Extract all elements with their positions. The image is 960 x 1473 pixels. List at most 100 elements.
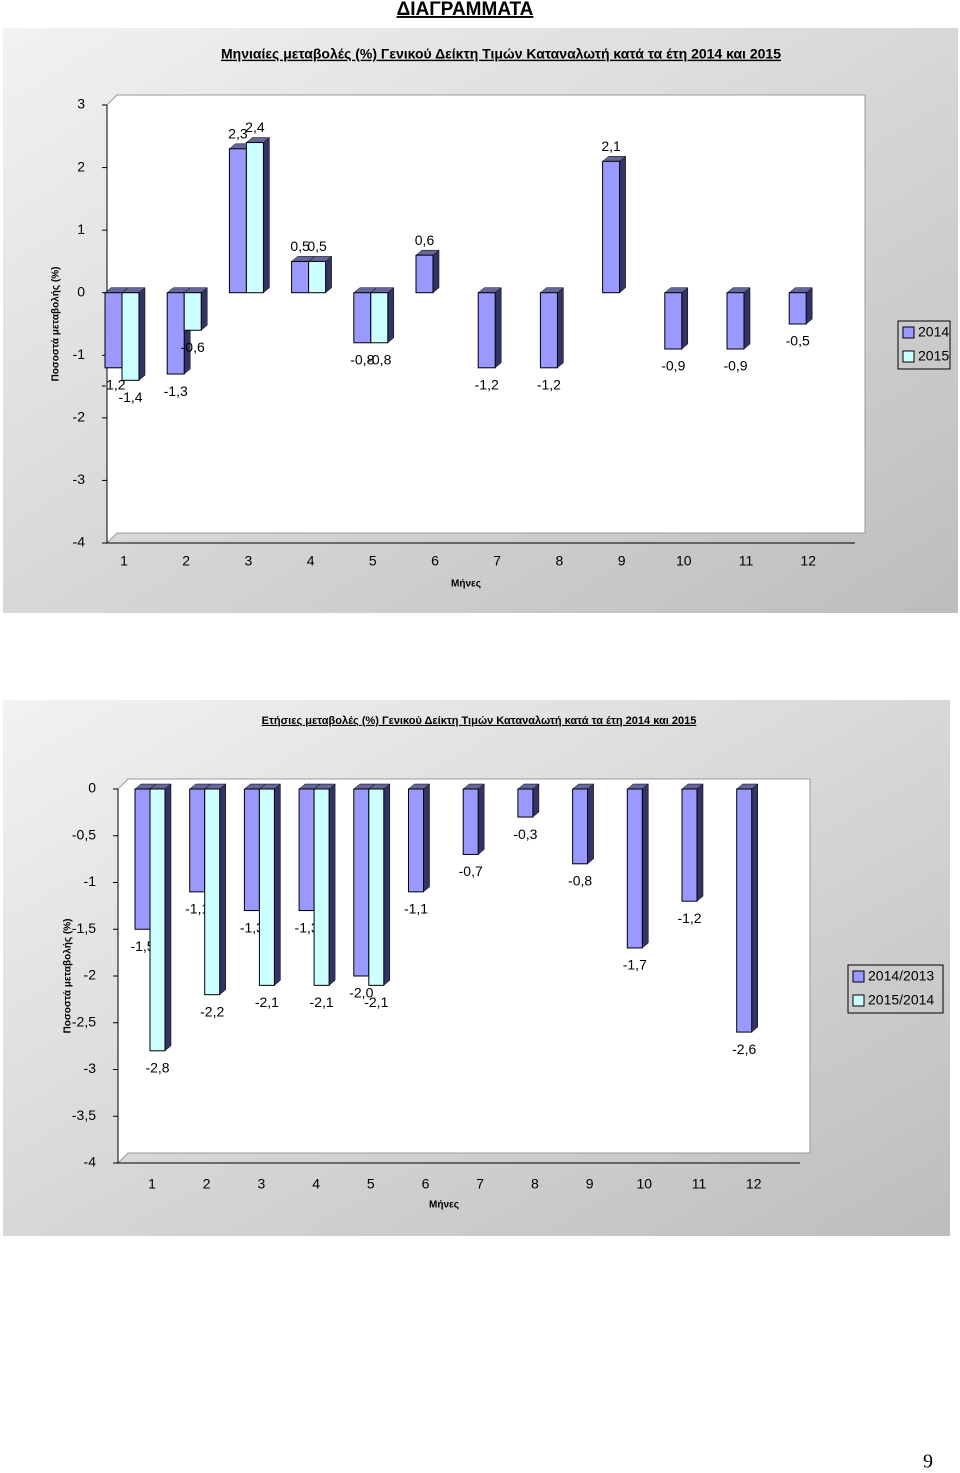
bar-side xyxy=(587,783,594,865)
y-tick-label: -1 xyxy=(73,346,86,362)
data-label: -0,9 xyxy=(723,358,747,374)
data-label: -2,8 xyxy=(145,1060,169,1076)
bar xyxy=(121,292,140,381)
data-label: 2,4 xyxy=(245,119,265,135)
x-tick-label: 5 xyxy=(369,553,377,569)
data-label: -0,8 xyxy=(350,351,374,367)
x-tick-label: 9 xyxy=(586,1176,594,1192)
bar-side xyxy=(274,783,281,986)
bar-side xyxy=(494,287,502,369)
bar-side xyxy=(743,287,751,350)
data-label: -1,4 xyxy=(118,389,142,405)
legend-label: 2015 xyxy=(918,348,949,364)
bar-side xyxy=(200,287,208,331)
y-tick-label: -2,5 xyxy=(72,1013,96,1029)
data-label: -2,1 xyxy=(310,994,334,1010)
bar-side xyxy=(423,783,430,893)
bar xyxy=(353,292,372,344)
x-axis-title: Μήνες xyxy=(429,1200,459,1211)
bar xyxy=(415,254,434,294)
chart-title: Ετήσιες μεταβολές (%) Γενικού Δείκτη Τιμ… xyxy=(262,715,697,727)
bar-side xyxy=(219,783,226,996)
legend-swatch xyxy=(852,970,865,983)
bar xyxy=(517,788,534,818)
bar-side xyxy=(383,783,391,986)
x-tick-label: 1 xyxy=(120,553,128,569)
bar-side xyxy=(751,783,758,1033)
x-tick-label: 12 xyxy=(800,553,816,569)
x-tick-label: 4 xyxy=(307,553,315,569)
bar xyxy=(313,788,330,986)
data-label: 0,5 xyxy=(307,238,327,254)
bar xyxy=(572,788,589,865)
data-label: -0,9 xyxy=(661,358,685,374)
bar xyxy=(149,788,166,1052)
bar xyxy=(183,292,202,331)
y-axis-title: Ποσοστά μεταβολής (%) xyxy=(63,919,74,1034)
x-tick-label: 6 xyxy=(422,1176,430,1192)
y-tick-label: -2 xyxy=(73,409,86,425)
bar xyxy=(626,788,643,949)
data-label: -2,6 xyxy=(732,1041,756,1057)
bar-side xyxy=(642,783,649,949)
bar-side xyxy=(532,783,540,818)
bar xyxy=(245,142,264,294)
x-tick-label: 10 xyxy=(637,1176,653,1192)
y-tick-label: -0,5 xyxy=(72,826,96,842)
y-axis-title: Ποσοστά μεταβολής (%) xyxy=(51,267,62,382)
x-tick-label: 11 xyxy=(692,1176,707,1192)
x-tick-label: 7 xyxy=(476,1176,484,1192)
y-tick-label: 1 xyxy=(77,221,85,237)
bar xyxy=(298,788,315,912)
data-label: -2,2 xyxy=(200,1003,224,1019)
bar xyxy=(104,292,123,369)
bar-side xyxy=(805,287,813,325)
data-label: -2,1 xyxy=(364,994,388,1010)
x-tick-label: 7 xyxy=(493,553,501,569)
bar xyxy=(726,292,745,350)
chart-title: Μηνιαίες μεταβολές (%) Γενικού Δείκτη Τι… xyxy=(221,46,781,62)
bar-side xyxy=(432,249,440,294)
data-label: -2,1 xyxy=(255,994,279,1010)
bar-side xyxy=(164,783,172,1052)
x-tick-label: 5 xyxy=(367,1176,375,1192)
x-tick-label: 3 xyxy=(245,553,253,569)
bar xyxy=(291,260,310,294)
data-label: 0,5 xyxy=(290,238,310,254)
x-tick-label: 8 xyxy=(531,1176,539,1192)
x-tick-label: 1 xyxy=(148,1176,156,1192)
data-label: -0,3 xyxy=(513,826,537,842)
legend-swatch xyxy=(902,326,915,339)
data-label: -1,1 xyxy=(185,901,209,917)
data-label: -1,3 xyxy=(240,919,264,935)
y-tick-label: -1,5 xyxy=(72,920,96,936)
legend-label: 2014/2013 xyxy=(868,968,934,984)
data-label: -1,2 xyxy=(101,377,125,393)
data-label: -1,2 xyxy=(537,377,561,393)
data-label: -0,7 xyxy=(459,863,483,879)
y-tick-label: -1 xyxy=(84,873,97,889)
data-label: -1,2 xyxy=(475,377,499,393)
page-number: 9 xyxy=(923,1451,933,1473)
bar xyxy=(370,292,389,344)
data-label: -0,8 xyxy=(568,873,592,889)
bar-side xyxy=(681,287,689,350)
data-label: -1,5 xyxy=(130,938,154,954)
y-tick-label: 0 xyxy=(88,780,96,796)
bar-side xyxy=(619,155,626,294)
data-label: -0,6 xyxy=(181,339,205,355)
bar xyxy=(228,148,247,294)
bar xyxy=(353,788,370,977)
data-label: -1,7 xyxy=(623,957,647,973)
bar-side xyxy=(696,783,704,902)
legend-label: 2015/2014 xyxy=(868,992,934,1008)
x-tick-label: 6 xyxy=(431,553,439,569)
data-label: 0,6 xyxy=(415,232,435,248)
legend-label: 2014 xyxy=(918,324,949,340)
x-tick-label: 2 xyxy=(182,553,190,569)
bar-side xyxy=(263,137,270,294)
bar xyxy=(736,788,753,1033)
x-tick-label: 3 xyxy=(258,1176,266,1192)
bar xyxy=(408,788,424,893)
